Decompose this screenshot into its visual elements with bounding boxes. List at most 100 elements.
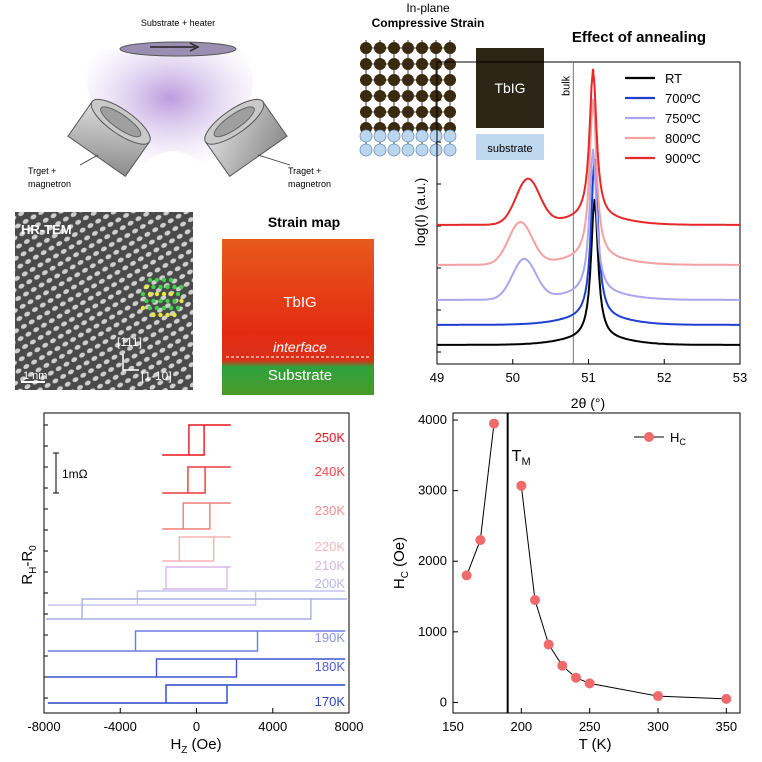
overlay-atom — [172, 312, 177, 318]
film-atom — [430, 42, 442, 54]
strain-map-interface-label: interface — [273, 339, 327, 355]
hall-ylabel: RH-R0 — [19, 545, 39, 585]
overlay-atom — [154, 277, 160, 283]
hr-tem-image: HR-TEM [111] [1-10] 1 nm — [15, 212, 193, 390]
film-atom — [444, 106, 456, 118]
film-atom — [416, 106, 428, 118]
hc-line-0 — [466, 423, 495, 576]
left-target-label-1: Trget + — [28, 166, 56, 176]
overlay-atom — [165, 312, 170, 318]
overlay-atom — [165, 284, 170, 290]
hc-chart: HC (Oe) T (K) 150 200 250 300 350 0 1000 2000 30… — [391, 412, 741, 753]
film-atom — [430, 90, 442, 102]
xrd-series-2 — [437, 148, 740, 301]
hall-temp-label: 220K — [315, 539, 346, 554]
overlay-atom — [175, 291, 181, 297]
overlay-atom — [168, 305, 174, 311]
strain-map-film-label: TbIG — [283, 294, 316, 311]
hall-x-tick-label: 0 — [193, 719, 200, 734]
hall-temp-label: 250K — [315, 430, 346, 445]
hc-y-tick-label: 2000 — [418, 553, 447, 568]
overlay-atom — [168, 291, 174, 297]
film-atom — [360, 90, 372, 102]
substrate-atom — [359, 129, 373, 143]
substrate-atom — [429, 129, 443, 143]
substrate-heater-label: Substrate + heater — [141, 18, 215, 28]
hall-loop-7 — [47, 630, 346, 652]
hall-loop-4 — [162, 566, 231, 590]
hall-axes-frame — [43, 412, 350, 714]
xrd-x-tick-label: 52 — [657, 370, 671, 385]
xrd-series-3 — [437, 98, 740, 266]
hall-temp-label: 180K — [315, 659, 346, 674]
strain-schematic: In-plane Compressive Strain TbIG substra… — [359, 1, 544, 160]
film-atom — [416, 42, 428, 54]
overlay-atom — [140, 291, 146, 297]
hc-point — [543, 639, 554, 650]
film-atom — [388, 74, 400, 86]
xrd-x-tick-label: 51 — [581, 370, 595, 385]
film-atom — [402, 74, 414, 86]
film-atom — [360, 106, 372, 118]
hall-temp-label: 190K — [315, 630, 346, 645]
film-atom — [402, 42, 414, 54]
substrate-atom — [387, 143, 401, 157]
hc-point — [571, 672, 581, 683]
hall-loop-6 — [45, 598, 348, 620]
hc-xlabel: T (K) — [578, 736, 611, 753]
substrate-atom — [415, 143, 429, 157]
lattice-diagram — [359, 40, 457, 157]
overlay-atom — [154, 291, 160, 297]
film-atom — [416, 74, 428, 86]
hc-point — [475, 535, 486, 546]
xrd-x-tick-label: 49 — [430, 370, 444, 385]
film-atom — [374, 74, 386, 86]
hc-axes-frame — [452, 412, 741, 714]
film-atom — [444, 58, 456, 70]
overlay-atom — [147, 277, 153, 283]
overlay-atom — [175, 305, 181, 311]
right-magnetron — [204, 98, 288, 177]
overlay-atom — [168, 277, 174, 283]
film-atom — [402, 90, 414, 102]
substrate-atom — [387, 129, 401, 143]
hall-x-tick-label: -4000 — [104, 719, 137, 734]
film-atom — [374, 90, 386, 102]
tbig-block — [476, 48, 544, 128]
substrate-atom — [373, 129, 387, 143]
strain-title-line1: In-plane — [406, 1, 450, 15]
overlay-atom — [140, 305, 146, 311]
overlay-atom — [179, 298, 184, 304]
overlay-atom — [158, 312, 163, 318]
film-atom — [402, 106, 414, 118]
substrate-atom — [401, 129, 415, 143]
hc-point — [530, 595, 540, 606]
overlay-atom — [144, 284, 149, 290]
xrd-series-4 — [437, 68, 740, 226]
film-atom — [444, 74, 456, 86]
overlay-atom — [158, 298, 163, 304]
scale-bar-label: 1 nm — [23, 370, 47, 382]
xrd-legend-label: 700ºC — [665, 91, 701, 106]
hc-point — [653, 691, 663, 702]
hall-scale-bar-label: 1mΩ — [62, 467, 88, 481]
hall-temp-label: 200K — [315, 576, 346, 591]
substrate-atom — [443, 129, 457, 143]
hc-x-tick-label: 250 — [579, 719, 601, 734]
hall-temp-label: 230K — [315, 503, 346, 518]
hall-temp-label: 210K — [315, 558, 346, 573]
film-atom — [388, 90, 400, 102]
hc-y-tick-label: 0 — [440, 694, 447, 709]
hall-loop-3 — [162, 536, 231, 562]
film-atom — [444, 90, 456, 102]
direction-1-10-label: [1-10] — [141, 369, 172, 383]
hc-x-tick-label: 200 — [510, 719, 532, 734]
hc-line-1 — [520, 485, 727, 700]
tm-label: TM — [512, 448, 531, 468]
xrd-title: Effect of annealing — [572, 29, 706, 46]
overlay-atom — [151, 284, 156, 290]
strain-map-image — [222, 239, 374, 395]
hall-loop-5 — [47, 590, 346, 606]
film-atom — [360, 58, 372, 70]
hc-point — [557, 660, 568, 671]
